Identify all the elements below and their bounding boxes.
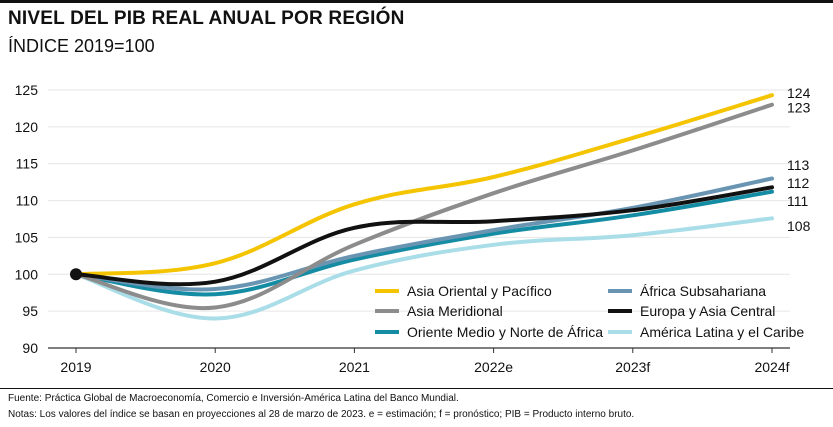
series-line-america-latina-y-el-caribe: [74, 216, 774, 321]
notes-note: Notas: Los valores del índice se basan e…: [8, 409, 635, 420]
series-line-africa-subsahariana: [74, 176, 774, 292]
x-tick-label: 2021: [339, 359, 370, 375]
source-note: Fuente: Práctica Global de Macroeconomía…: [8, 393, 459, 404]
series-line-asia-oriental-y-pacifico: [74, 93, 774, 277]
y-tick-label: 120: [15, 119, 39, 135]
series-line-asia-meridional: [74, 102, 774, 311]
end-value-label: 124: [787, 85, 811, 101]
origin-point: [70, 268, 82, 281]
y-tick-label: 100: [15, 266, 39, 282]
x-tick-label: 2019: [60, 359, 91, 375]
y-tick-label: 105: [15, 229, 39, 245]
y-tick-label: 95: [22, 303, 38, 319]
legend-label: Asia Oriental y Pacífico: [407, 283, 552, 299]
x-tick-label: 2020: [200, 359, 231, 375]
legend-label: América Latina y el Caribe: [640, 324, 804, 340]
series-line-oriente-medio-y-norte-de-africa: [74, 189, 774, 297]
legend-label: Europa y Asia Central: [640, 303, 775, 319]
legend-label: África Subsahariana: [640, 283, 766, 299]
legend-label: Asia Meridional: [407, 303, 503, 319]
y-tick-label: 110: [16, 193, 39, 209]
end-value-label: 108: [787, 218, 811, 234]
x-tick-label: 2024f: [754, 359, 789, 375]
series-line-europa-y-asia-central: [74, 185, 774, 287]
line-chart: 90 95 100 105 110 115 120 125 2019 2020 2021 2022e 2…: [15, 82, 811, 375]
y-tick-label: 115: [16, 156, 39, 172]
chart-subtitle: ÍNDICE 2019=100: [8, 36, 155, 56]
end-value-label: 112: [787, 175, 810, 191]
end-value-label: 123: [787, 100, 811, 116]
end-value-label: 111: [787, 193, 808, 209]
end-value-label: 113: [787, 157, 810, 173]
chart-title: NIVEL DEL PIB REAL ANUAL POR REGIÓN: [8, 8, 405, 29]
y-tick-label: 90: [22, 340, 38, 356]
y-tick-label: 125: [15, 82, 39, 98]
footer-rule: [0, 388, 833, 389]
legend-label: Oriente Medio y Norte de África: [407, 324, 603, 340]
x-tick-label: 2023f: [615, 359, 650, 375]
top-rule: [0, 0, 833, 3]
x-tick-label: 2022e: [474, 359, 513, 375]
